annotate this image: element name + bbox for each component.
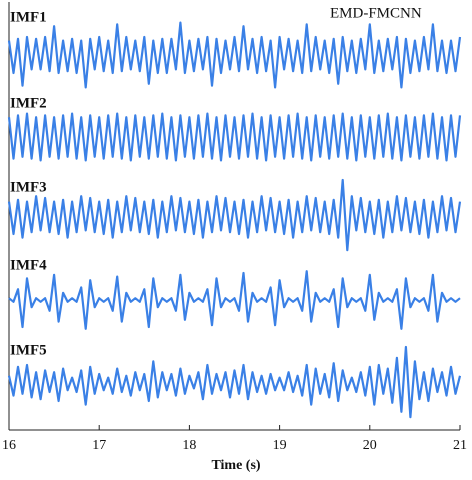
signal-line	[7, 345, 462, 419]
legend-label: IMF5	[10, 342, 47, 358]
chart-title: EMD-FMCNN	[330, 5, 422, 21]
x-tick-label: 18	[182, 438, 196, 453]
signal-line	[7, 21, 462, 89]
x-tick-label: 20	[363, 438, 377, 453]
legend-label: IMF1	[10, 9, 47, 25]
x-tick-label: 21	[453, 438, 467, 453]
x-tick-label: 16	[2, 438, 16, 453]
x-tick-label: 17	[92, 438, 106, 453]
legend-label: IMF4	[10, 257, 47, 273]
signal-line	[7, 112, 462, 162]
legend-label: IMF2	[10, 95, 47, 111]
x-tick-label: 19	[273, 438, 287, 453]
signal-line	[7, 178, 462, 252]
legend-label: IMF3	[10, 179, 47, 195]
signal-line	[8, 270, 461, 330]
x-axis-label: Time (s)	[211, 458, 260, 473]
